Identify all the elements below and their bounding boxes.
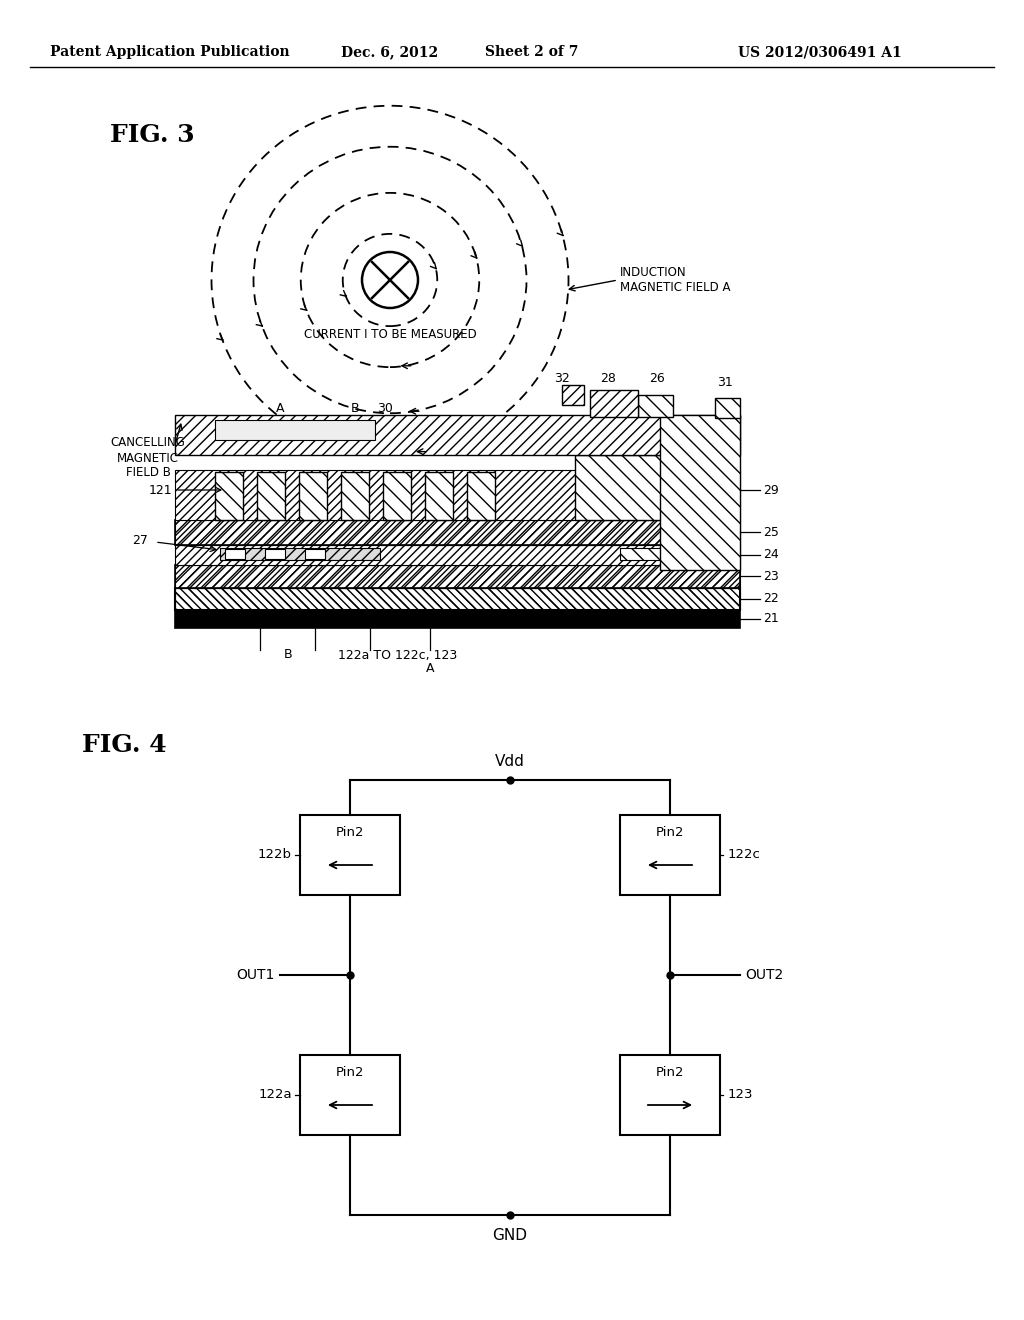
Bar (383, 473, 411, 520)
Bar (175, 587, 740, 610)
Text: FIG. 4: FIG. 4 (82, 733, 167, 756)
Bar (467, 473, 495, 520)
Bar (425, 473, 453, 520)
Text: Patent Application Publication: Patent Application Publication (50, 45, 290, 59)
Text: 122b: 122b (258, 849, 292, 862)
Text: Pin2: Pin2 (336, 1067, 365, 1080)
Bar (562, 385, 584, 405)
Text: 21: 21 (763, 612, 778, 626)
Bar (620, 1055, 720, 1135)
Text: 31: 31 (717, 376, 733, 389)
Text: OUT2: OUT2 (745, 968, 783, 982)
Text: B: B (350, 401, 359, 414)
Bar (220, 430, 370, 442)
Bar (715, 399, 740, 418)
Text: 23: 23 (763, 569, 778, 582)
Text: 123: 123 (728, 1089, 754, 1101)
Bar (175, 414, 740, 455)
Text: Pin2: Pin2 (655, 826, 684, 840)
Text: A: A (426, 661, 434, 675)
Bar (299, 473, 327, 520)
Text: A: A (275, 401, 285, 414)
Bar (620, 814, 720, 895)
Bar (305, 549, 325, 558)
Bar (660, 414, 740, 570)
Bar (620, 548, 700, 560)
Bar (175, 520, 740, 545)
Text: 22: 22 (763, 593, 778, 606)
Text: FIG. 3: FIG. 3 (110, 123, 195, 147)
Text: Pin2: Pin2 (336, 826, 365, 840)
Text: 122a: 122a (258, 1089, 292, 1101)
Text: 122a TO 122c, 123: 122a TO 122c, 123 (338, 648, 458, 661)
Bar (175, 610, 740, 628)
Text: 24: 24 (763, 549, 778, 561)
Text: 122c: 122c (728, 849, 761, 862)
Text: 30: 30 (377, 401, 393, 414)
Text: 121: 121 (148, 483, 172, 496)
Text: 25: 25 (763, 525, 779, 539)
Bar (300, 1055, 400, 1135)
Bar (215, 420, 375, 440)
Text: 27: 27 (132, 533, 148, 546)
Bar (265, 549, 285, 558)
Text: CURRENT I TO BE MEASURED: CURRENT I TO BE MEASURED (304, 329, 476, 342)
Bar (175, 565, 740, 587)
Bar (575, 455, 695, 520)
Bar (638, 395, 673, 417)
Text: B: B (284, 648, 292, 661)
Bar (175, 587, 740, 610)
Text: INDUCTION
MAGNETIC FIELD A: INDUCTION MAGNETIC FIELD A (620, 267, 730, 294)
Text: 26: 26 (649, 371, 665, 384)
Bar (225, 549, 245, 558)
Bar (215, 473, 243, 520)
Bar (175, 545, 740, 565)
Bar (300, 814, 400, 895)
Bar (175, 470, 740, 520)
Text: 28: 28 (600, 371, 616, 384)
Text: CANCELLING
MAGNETIC
FIELD B: CANCELLING MAGNETIC FIELD B (111, 437, 185, 479)
Text: Sheet 2 of 7: Sheet 2 of 7 (485, 45, 579, 59)
Bar (341, 473, 369, 520)
Bar (257, 473, 285, 520)
Text: Vdd: Vdd (495, 755, 525, 770)
Bar (220, 548, 380, 560)
Text: 29: 29 (763, 483, 778, 496)
Text: Pin2: Pin2 (655, 1067, 684, 1080)
Text: US 2012/0306491 A1: US 2012/0306491 A1 (738, 45, 902, 59)
Bar (175, 520, 740, 545)
Text: Dec. 6, 2012: Dec. 6, 2012 (341, 45, 438, 59)
Text: OUT1: OUT1 (237, 968, 275, 982)
Bar (175, 565, 740, 587)
Bar (590, 389, 638, 417)
Text: 32: 32 (554, 371, 570, 384)
Text: GND: GND (493, 1228, 527, 1242)
